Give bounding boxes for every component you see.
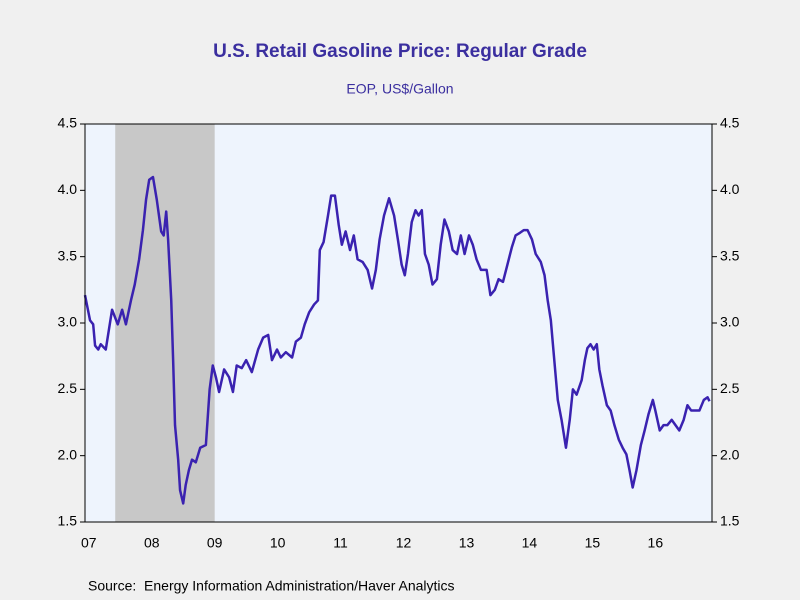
y2-tick-label: 1.5 bbox=[720, 513, 740, 529]
x-tick-label: 10 bbox=[270, 535, 286, 551]
y-tick-label: 4.5 bbox=[58, 115, 78, 131]
plot-border bbox=[84, 123, 713, 523]
y2-tick-label: 2.5 bbox=[720, 380, 740, 396]
y2-tick-label: 4.5 bbox=[720, 115, 740, 131]
y-tick-label: 4.0 bbox=[58, 181, 78, 197]
x-tick-label: 16 bbox=[648, 535, 664, 551]
y2-tick-label: 3.5 bbox=[720, 247, 740, 263]
x-tick-label: 08 bbox=[144, 535, 160, 551]
y-tick-label: 2.5 bbox=[58, 380, 78, 396]
y-tick-label: 1.5 bbox=[58, 513, 78, 529]
x-tick-label: 13 bbox=[459, 535, 475, 551]
data-line bbox=[83, 175, 711, 505]
chart-subtitle: EOP, US$/Gallon bbox=[346, 81, 453, 97]
y-tick-label: 3.5 bbox=[58, 247, 78, 263]
x-tick-label: 14 bbox=[522, 535, 538, 551]
x-tick-label: 09 bbox=[207, 535, 223, 551]
y2-tick-label: 4.0 bbox=[720, 181, 740, 197]
y-tick-label: 3.0 bbox=[58, 314, 78, 330]
x-tick-label: 07 bbox=[81, 535, 97, 551]
y-tick-label: 2.0 bbox=[58, 446, 78, 462]
source-note: Source: Energy Information Administratio… bbox=[88, 578, 455, 594]
y2-tick-label: 3.0 bbox=[720, 314, 740, 330]
x-tick-label: 15 bbox=[585, 535, 601, 551]
x-tick-label: 11 bbox=[333, 535, 348, 551]
recession-shading bbox=[115, 124, 215, 522]
x-tick-label: 12 bbox=[396, 535, 412, 551]
chart-title: U.S. Retail Gasoline Price: Regular Grad… bbox=[213, 41, 587, 62]
y2-tick-label: 2.0 bbox=[720, 446, 740, 462]
